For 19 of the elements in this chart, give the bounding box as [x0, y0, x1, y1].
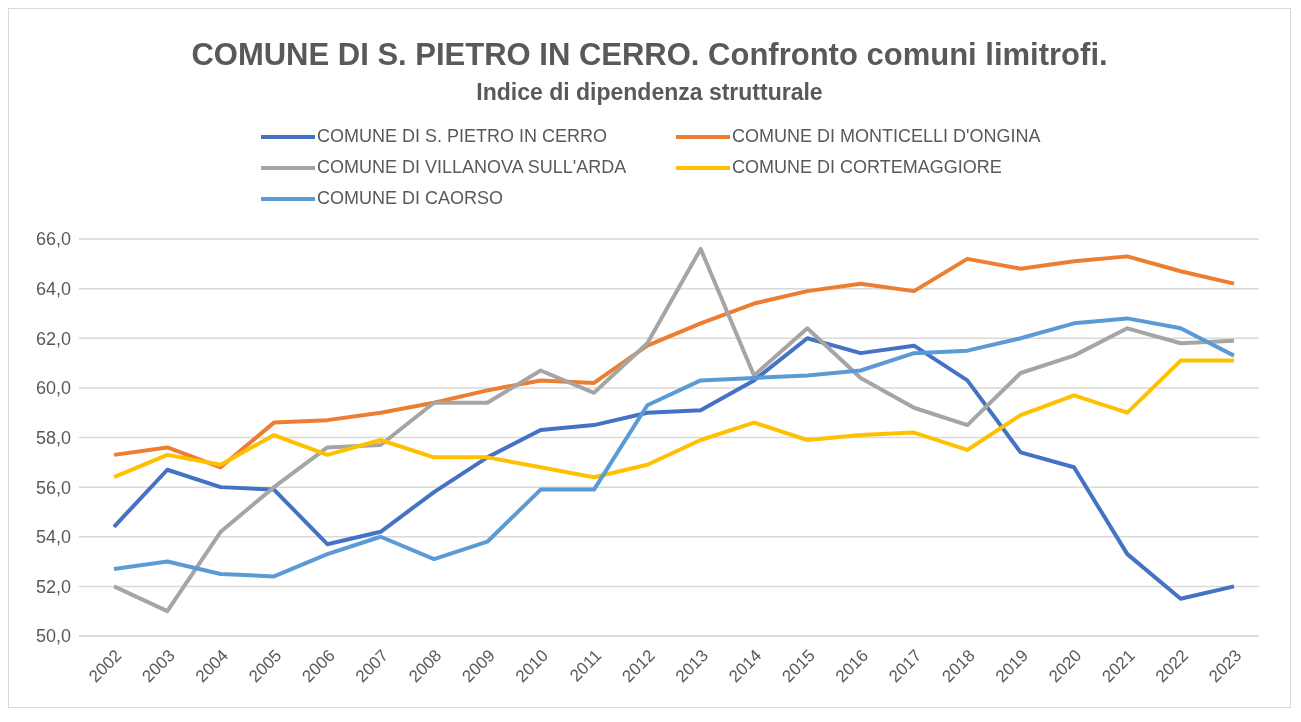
chart-title: COMUNE DI S. PIETRO IN CERRO. Confronto comuni limitrofi. [190, 37, 1109, 73]
y-tick-label: 62,0 [35, 328, 71, 349]
chart-subtitle: Indice di dipendenza strutturale [475, 79, 824, 106]
y-tick-label: 52,0 [35, 576, 71, 597]
legend-label: COMUNE DI CAORSO [317, 188, 504, 209]
y-tick-label: 60,0 [35, 378, 71, 399]
line-series [112, 246, 1236, 614]
y-tick-label: 56,0 [35, 477, 71, 498]
y-tick-label: 66,0 [35, 229, 71, 250]
line-series [112, 358, 1236, 480]
legend-label: COMUNE DI S. PIETRO IN CERRO [317, 126, 608, 147]
y-tick-label: 64,0 [35, 279, 71, 300]
y-tick-label: 58,0 [35, 427, 71, 448]
legend-label: COMUNE DI CORTEMAGGIORE [732, 157, 1002, 178]
line-series [112, 254, 1236, 470]
y-tick-label: 54,0 [35, 527, 71, 548]
legend-label: COMUNE DI VILLANOVA SULL'ARDA [317, 157, 627, 178]
y-tick-label: 50,0 [35, 626, 71, 647]
legend-label: COMUNE DI MONTICELLI D'ONGINA [732, 126, 1041, 147]
